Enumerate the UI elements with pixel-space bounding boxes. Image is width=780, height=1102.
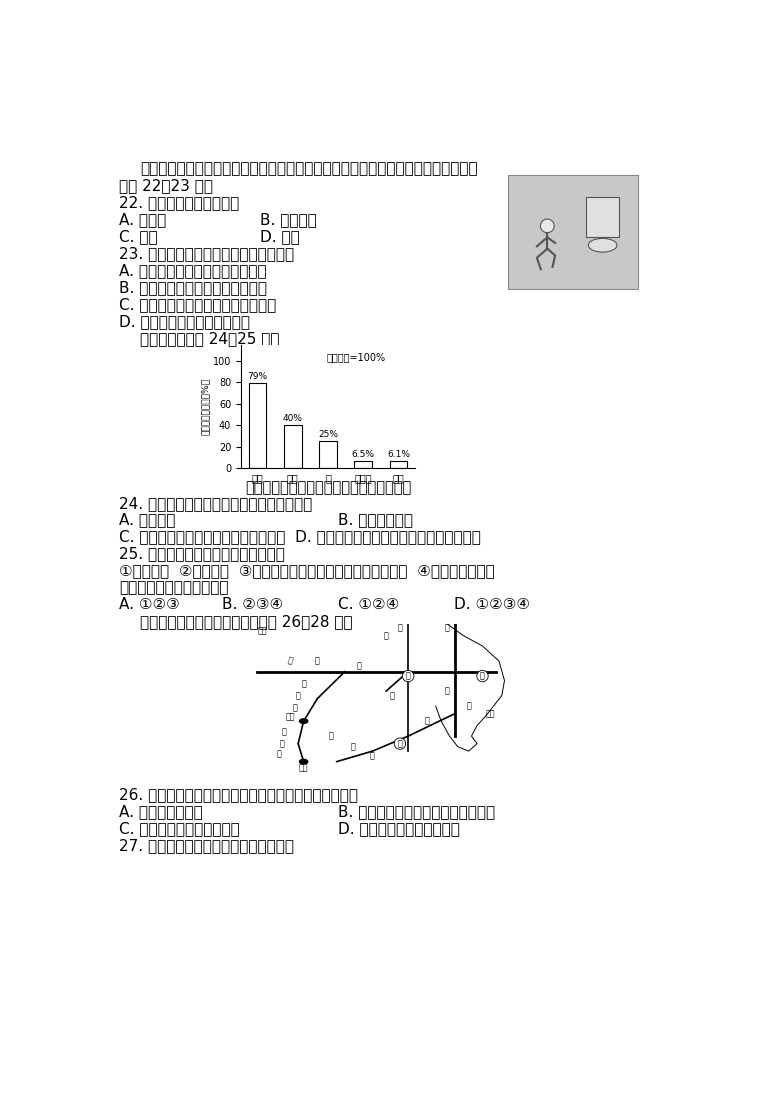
Text: 等新能源完全替代常规能源: 等新能源完全替代常规能源 xyxy=(119,581,229,595)
Text: A. 广告牌被风吹落，砸坏路边汽车: A. 广告牌被风吹落，砸坏路边汽车 xyxy=(119,263,267,278)
Text: A. ①②③: A. ①②③ xyxy=(119,597,180,613)
Text: 我国自然灾害频发，当自然灾害来临时，个人采取适当的方法，可以有效避灾。据此: 我国自然灾害频发，当自然灾害来临时，个人采取适当的方法，可以有效避灾。据此 xyxy=(140,162,477,176)
Text: B. 火山喷发: B. 火山喷发 xyxy=(261,213,317,227)
Text: 完成 22～23 题。: 完成 22～23 题。 xyxy=(119,179,213,194)
Text: C. ①②④: C. ①②④ xyxy=(338,597,399,613)
Text: 27. 甲、乙、丙三地交通枢纽名称分别是: 27. 甲、乙、丙三地交通枢纽名称分别是 xyxy=(119,839,294,853)
Text: 22. 该图示避灾方法适合于: 22. 该图示避灾方法适合于 xyxy=(119,195,239,210)
Text: 25. 针对图中反映出的问题，我们应该: 25. 针对图中反映出的问题，我们应该 xyxy=(119,547,285,562)
Text: 读图，完成下面 24～25 题。: 读图，完成下面 24～25 题。 xyxy=(140,331,279,346)
Text: 23. 下列现象或事件，属于自然灾害的是: 23. 下列现象或事件，属于自然灾害的是 xyxy=(119,246,294,261)
Text: C. 燃放大量烟花爆竹，引发森林火灾: C. 燃放大量烟花爆竹，引发森林火灾 xyxy=(119,298,276,312)
Text: 我国人均资源占有量与世界平均水平比较图: 我国人均资源占有量与世界平均水平比较图 xyxy=(245,480,411,495)
Text: C. 人均煤炭资源占有量超世界平均水平  D. 各类资源人均占有量都高于世界平均水平: C. 人均煤炭资源占有量超世界平均水平 D. 各类资源人均占有量都高于世界平均水… xyxy=(119,530,481,544)
Text: 读我国部分地区铁路分布图，回答 26～28 题。: 读我国部分地区铁路分布图，回答 26～28 题。 xyxy=(140,614,353,629)
Ellipse shape xyxy=(588,238,617,252)
Text: D. 寒潮: D. 寒潮 xyxy=(261,229,300,245)
Text: B. 沪昆线、成昆线、宝成线、陇海线: B. 沪昆线、成昆线、宝成线、陇海线 xyxy=(338,804,495,820)
Text: 24. 图中所示我国资源状况的描述，正确的是: 24. 图中所示我国资源状况的描述，正确的是 xyxy=(119,496,313,510)
Text: A. 总量丰富: A. 总量丰富 xyxy=(119,512,176,528)
Text: B. 人均占有量少: B. 人均占有量少 xyxy=(338,512,413,528)
Text: A. 京沪线、陇海线: A. 京沪线、陇海线 xyxy=(119,804,203,820)
Text: C. 沪昆线、京广线、陇海线: C. 沪昆线、京广线、陇海线 xyxy=(119,821,240,836)
Text: 26. 从上海到兰州走便捷的线路，依次经过的铁路干线是: 26. 从上海到兰州走便捷的线路，依次经过的铁路干线是 xyxy=(119,788,358,802)
Text: C. 地震: C. 地震 xyxy=(119,229,158,245)
Bar xyxy=(587,197,619,237)
Text: D. 乱砍滥伐导致水土流失严重: D. 乱砍滥伐导致水土流失严重 xyxy=(119,314,250,329)
Text: ①保护耕地  ②节约用水  ③提高煤炭、油气等常规能源的利用效率  ④用太阳能、风能: ①保护耕地 ②节约用水 ③提高煤炭、油气等常规能源的利用效率 ④用太阳能、风能 xyxy=(119,563,495,579)
Text: D. ①②③④: D. ①②③④ xyxy=(454,597,530,613)
FancyBboxPatch shape xyxy=(509,174,639,289)
Text: D. 京沪线、京包线、包兰线: D. 京沪线、京包线、包兰线 xyxy=(338,821,459,836)
Circle shape xyxy=(541,219,555,233)
Text: B. ②③④: B. ②③④ xyxy=(222,597,282,613)
Text: A. 泥石流: A. 泥石流 xyxy=(119,213,166,227)
Text: B. 非洲的旱灾，导致农田颗粒无收: B. 非洲的旱灾，导致农田颗粒无收 xyxy=(119,280,268,295)
